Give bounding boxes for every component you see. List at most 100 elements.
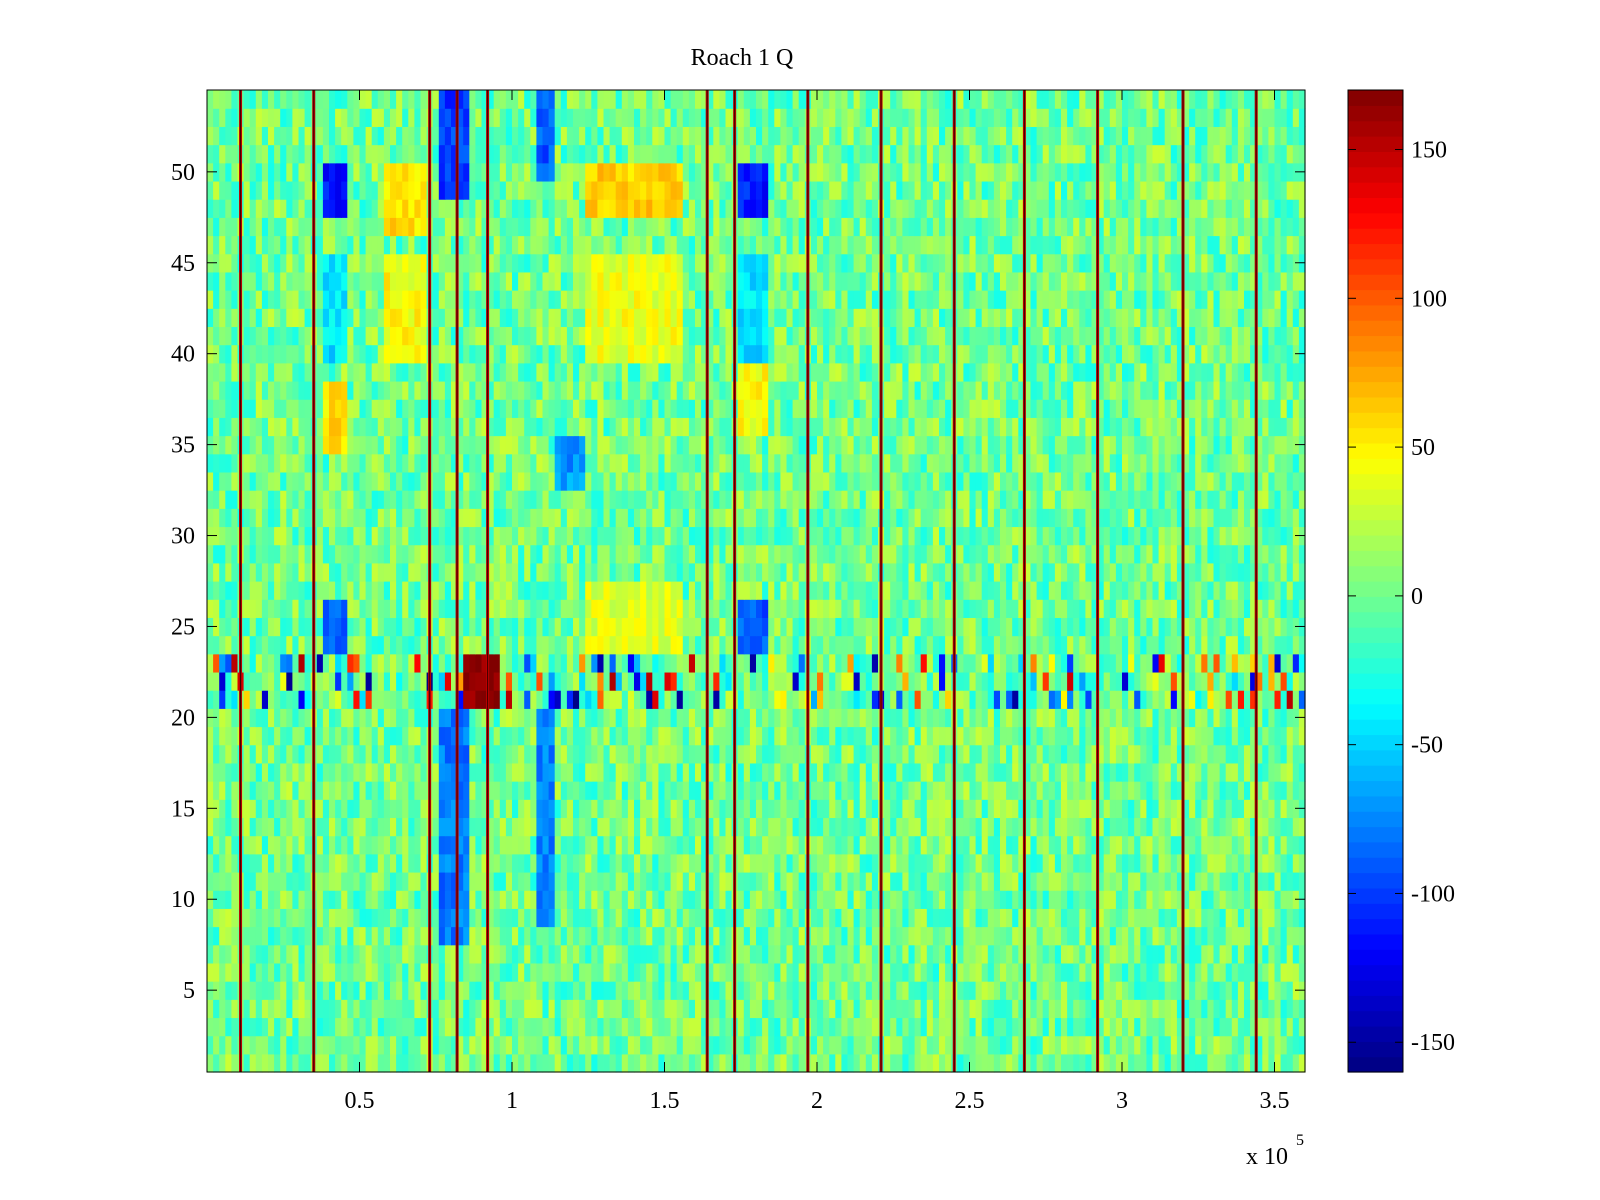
heatmap-cell	[676, 762, 684, 782]
heatmap-cell	[817, 817, 824, 837]
heatmap-cell	[438, 562, 446, 582]
heatmap-cell	[1231, 908, 1239, 928]
heatmap-cell	[1085, 962, 1093, 982]
heatmap-cell	[1146, 635, 1154, 655]
heatmap-cell	[792, 890, 800, 909]
heatmap-cell	[725, 635, 733, 655]
heatmap-cell	[609, 599, 617, 618]
heatmap-cell	[957, 635, 964, 655]
heatmap-cell	[1012, 599, 1019, 618]
heatmap-cell	[487, 999, 495, 1019]
heatmap-cell	[499, 690, 507, 709]
heatmap-cell	[1140, 853, 1147, 873]
heatmap-cell	[701, 999, 708, 1019]
heatmap-cell	[530, 690, 537, 709]
heatmap-cell	[926, 635, 934, 655]
heatmap-cell	[1219, 853, 1227, 873]
heatmap-cell	[896, 726, 903, 746]
heatmap-cell	[390, 708, 397, 728]
heatmap-cell	[1152, 690, 1160, 709]
heatmap-cell	[268, 871, 275, 891]
heatmap-cell	[682, 1053, 690, 1073]
heatmap-cell	[420, 926, 428, 946]
heatmap-cell	[1140, 871, 1147, 891]
heatmap-cell	[402, 999, 409, 1019]
heatmap-cell	[274, 762, 281, 782]
heatmap-cell	[963, 599, 971, 618]
heatmap-cell	[1219, 671, 1227, 691]
heatmap-cell	[261, 962, 269, 982]
heatmap-cell	[255, 690, 263, 709]
heatmap-cell	[353, 781, 361, 800]
heatmap-cell	[658, 781, 666, 800]
heatmap-cell	[1073, 635, 1080, 655]
heatmap-cell	[548, 871, 556, 891]
heatmap-cell	[835, 562, 842, 582]
heatmap-cell	[981, 908, 989, 928]
heatmap-cell	[1000, 781, 1007, 800]
heatmap-cell	[1146, 817, 1154, 837]
heatmap-cell	[798, 708, 806, 728]
heatmap-cell	[756, 1017, 763, 1037]
heatmap-cell	[676, 799, 684, 819]
heatmap-cell	[554, 690, 562, 709]
heatmap-cell	[676, 871, 684, 891]
heatmap-cell	[1140, 926, 1147, 946]
heatmap-cell	[518, 981, 525, 1000]
heatmap-cell	[585, 653, 592, 673]
heatmap-cell	[1219, 599, 1227, 618]
heatmap-cell	[274, 817, 281, 837]
heatmap-cell	[457, 690, 464, 709]
heatmap-cell	[1189, 944, 1196, 964]
heatmap-cell	[1158, 726, 1166, 746]
heatmap-cell	[1128, 744, 1135, 764]
heatmap-cell	[390, 871, 397, 891]
heatmap-cell	[280, 690, 287, 709]
heatmap-cell	[780, 635, 788, 655]
heatmap-cell	[890, 599, 897, 618]
heatmap-cell	[499, 562, 507, 582]
heatmap-cell	[621, 1053, 629, 1073]
heatmap-cell	[603, 999, 611, 1019]
heatmap-cell	[853, 853, 861, 873]
heatmap-cell	[725, 926, 733, 946]
heatmap-cell	[884, 599, 891, 618]
heatmap-cell	[920, 690, 928, 709]
heatmap-cell	[987, 871, 995, 891]
heatmap-cell	[298, 817, 306, 837]
heatmap-cell	[347, 817, 354, 837]
heatmap-cell	[1024, 671, 1032, 691]
heatmap-cell	[365, 762, 373, 782]
heatmap-cell	[1274, 617, 1282, 637]
heatmap-cell	[329, 1053, 336, 1073]
heatmap-cell	[853, 981, 861, 1000]
heatmap-cell	[377, 962, 385, 982]
heatmap-cell	[1274, 853, 1282, 873]
heatmap-cell	[792, 671, 800, 691]
heatmap-cell	[243, 581, 251, 600]
heatmap-cell	[932, 1035, 940, 1055]
heatmap-cell	[292, 944, 300, 964]
heatmap-cell	[573, 1053, 580, 1073]
heatmap-cell	[1079, 653, 1086, 673]
heatmap-cell	[268, 799, 275, 819]
heatmap-cell	[634, 853, 641, 873]
heatmap-cell	[1256, 581, 1263, 600]
heatmap-cell	[304, 762, 312, 782]
heatmap-cell	[255, 1017, 263, 1037]
heatmap-cell	[1176, 690, 1184, 709]
heatmap-cell	[756, 581, 763, 600]
heatmap-cell	[487, 1017, 495, 1037]
heatmap-cell	[1195, 744, 1202, 764]
heatmap-cell	[749, 562, 757, 582]
heatmap-cell	[1128, 617, 1135, 637]
heatmap-cell	[695, 726, 702, 746]
heatmap-cell	[780, 690, 788, 709]
heatmap-cell	[768, 653, 775, 673]
heatmap-cell	[225, 1017, 232, 1037]
heatmap-cell	[1164, 781, 1172, 800]
heatmap-cell	[390, 944, 397, 964]
heatmap-cell	[347, 1035, 354, 1055]
heatmap-cell	[865, 871, 873, 891]
heatmap-cell	[316, 562, 324, 582]
